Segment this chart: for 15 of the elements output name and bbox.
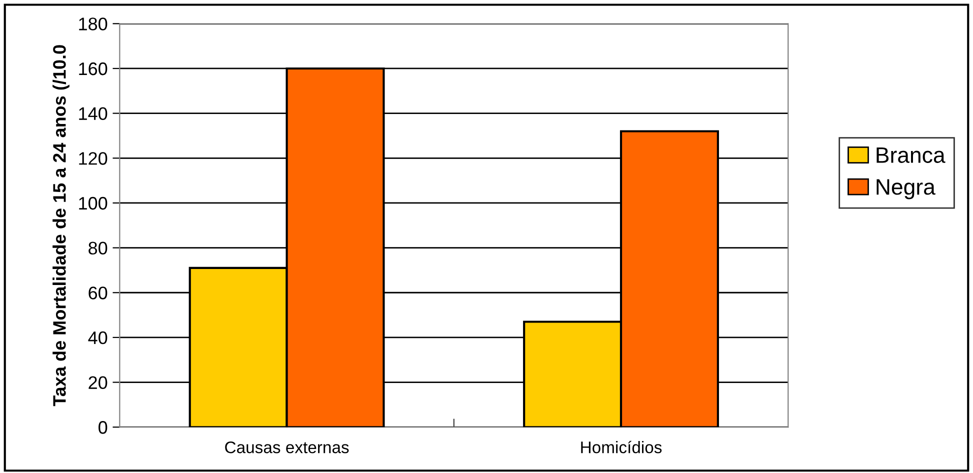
legend-label: Branca: [876, 147, 946, 163]
y-tick-label: 60: [88, 286, 108, 300]
y-tick-label: 80: [88, 242, 108, 255]
y-tick-label: 20: [88, 376, 108, 390]
y-tick-label: 140: [79, 107, 108, 120]
y-tick-label: 160: [79, 62, 108, 76]
x-tick-label: Causas externas: [225, 441, 349, 454]
x-tick-label: Homicídios: [581, 440, 662, 454]
legend-label: Negra: [876, 179, 936, 200]
y-axis-title: Taxa de Mortalidade de 15 a 24 anos (/10.0: [52, 45, 70, 406]
y-tick-label: 0: [98, 421, 108, 434]
y-tick-label: 100: [79, 196, 108, 210]
y-tick-label: 180: [79, 18, 108, 30]
y-tick-label: 120: [79, 152, 108, 165]
y-tick-label: 40: [88, 331, 108, 344]
